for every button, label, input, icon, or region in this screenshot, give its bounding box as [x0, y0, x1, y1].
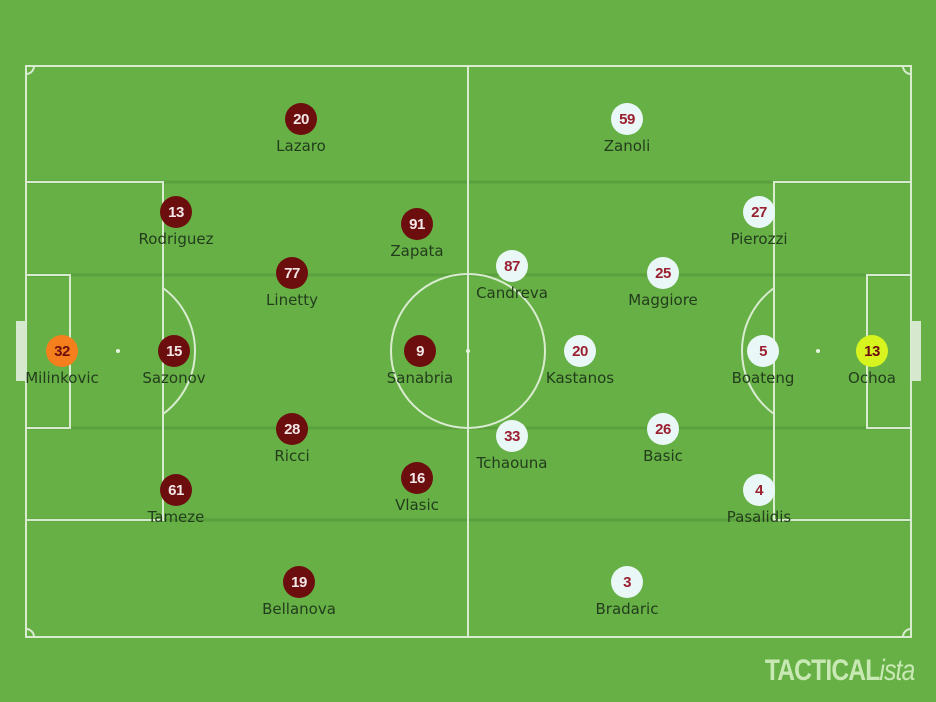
away-player: 33 Tchaouna — [452, 420, 572, 472]
player-number-badge: 20 — [564, 335, 596, 367]
player-name: Pasalidis — [726, 508, 792, 526]
home-player: 15 Sazonov — [114, 335, 234, 387]
away-player: 26 Basic — [603, 413, 723, 465]
home-player: 28 Ricci — [232, 413, 352, 465]
player-number-badge: 91 — [401, 208, 433, 240]
player-name: Bradaric — [595, 600, 659, 618]
player-number-badge: 32 — [46, 335, 78, 367]
away-player: 59 Zanoli — [567, 103, 687, 155]
player-name: Zanoli — [603, 137, 651, 155]
player-number-badge: 16 — [401, 462, 433, 494]
away-player: 5 Boateng — [703, 335, 823, 387]
home-player: 9 Sanabria — [360, 335, 480, 387]
home-player: 13 Rodriguez — [116, 196, 236, 248]
home-player: 32 Milinkovic — [2, 335, 122, 387]
player-name: Sazonov — [142, 369, 206, 387]
player-number-badge: 4 — [743, 474, 775, 506]
player-number-badge: 28 — [276, 413, 308, 445]
player-name: Lazaro — [276, 137, 326, 155]
player-name: Milinkovic — [25, 369, 99, 387]
home-player: 16 Vlasic — [357, 462, 477, 514]
player-name: Ricci — [274, 447, 310, 465]
player-name: Linetty — [266, 291, 318, 309]
player-number-badge: 27 — [743, 196, 775, 228]
home-player: 20 Lazaro — [241, 103, 361, 155]
player-name: Bellanova — [262, 600, 336, 618]
player-number-badge: 25 — [647, 257, 679, 289]
away-player: 13 Ochoa — [812, 335, 932, 387]
player-name: Rodriguez — [138, 230, 214, 248]
player-number-badge: 77 — [276, 257, 308, 289]
away-player: 87 Candreva — [452, 250, 572, 302]
player-name: Tameze — [147, 508, 205, 526]
player-number-badge: 13 — [856, 335, 888, 367]
player-name: Zapata — [390, 242, 444, 260]
player-number-badge: 59 — [611, 103, 643, 135]
player-name: Tchaouna — [476, 454, 548, 472]
away-player: 4 Pasalidis — [699, 474, 819, 526]
away-player: 25 Maggiore — [603, 257, 723, 309]
player-number-badge: 15 — [158, 335, 190, 367]
left-goal — [16, 321, 26, 381]
player-number-badge: 33 — [496, 420, 528, 452]
home-player: 77 Linetty — [232, 257, 352, 309]
player-name: Kastanos — [545, 369, 615, 387]
right-goal — [911, 321, 921, 381]
home-player: 19 Bellanova — [239, 566, 359, 618]
player-name: Vlasic — [395, 496, 439, 514]
player-name: Boateng — [731, 369, 795, 387]
player-number-badge: 9 — [404, 335, 436, 367]
home-player: 61 Tameze — [116, 474, 236, 526]
away-player: 20 Kastanos — [520, 335, 640, 387]
away-player: 27 Pierozzi — [699, 196, 819, 248]
player-number-badge: 5 — [747, 335, 779, 367]
player-name: Maggiore — [628, 291, 698, 309]
tacticalista-logo: TACTICALista — [764, 654, 914, 687]
player-number-badge: 87 — [496, 250, 528, 282]
player-name: Ochoa — [848, 369, 896, 387]
away-player: 3 Bradaric — [567, 566, 687, 618]
home-player: 91 Zapata — [357, 208, 477, 260]
player-name: Basic — [643, 447, 683, 465]
player-number-badge: 26 — [647, 413, 679, 445]
player-number-badge: 19 — [283, 566, 315, 598]
player-number-badge: 13 — [160, 196, 192, 228]
player-number-badge: 20 — [285, 103, 317, 135]
player-name: Sanabria — [386, 369, 454, 387]
player-number-badge: 61 — [160, 474, 192, 506]
player-number-badge: 3 — [611, 566, 643, 598]
player-name: Pierozzi — [730, 230, 788, 248]
player-name: Candreva — [476, 284, 548, 302]
